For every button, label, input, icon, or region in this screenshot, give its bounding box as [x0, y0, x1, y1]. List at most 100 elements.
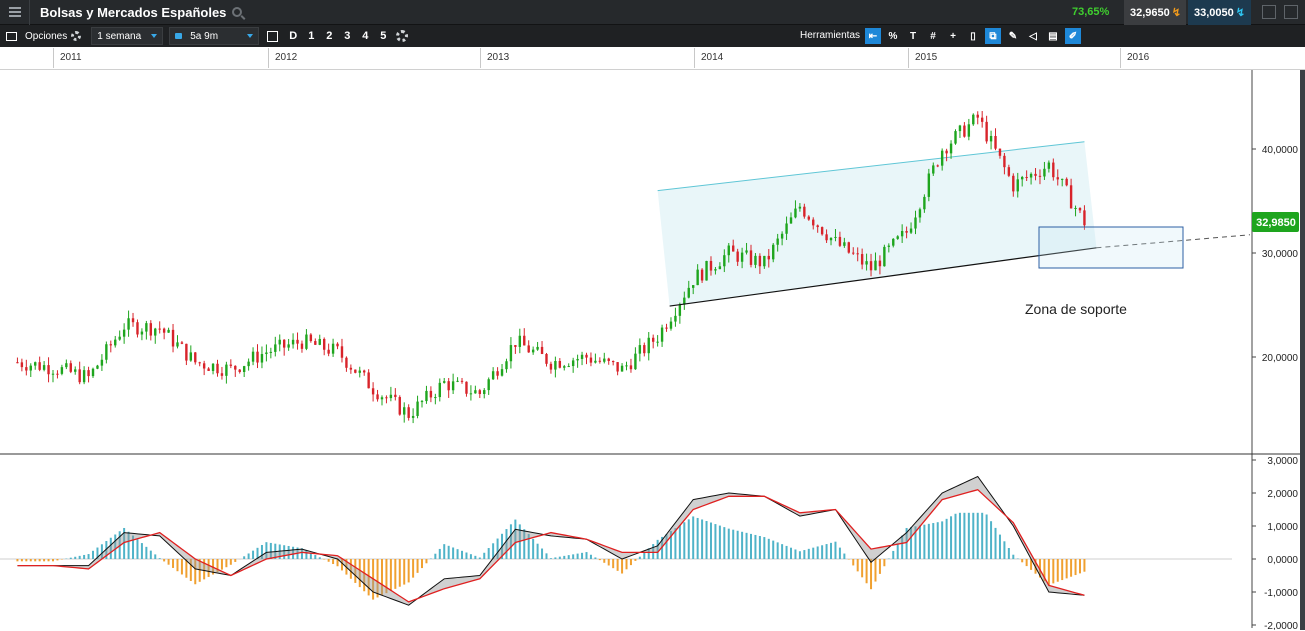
macd-y-tick-label: 3,0000 — [1267, 456, 1298, 467]
macd-histogram-bar — [1025, 559, 1028, 567]
candle-body — [211, 363, 215, 371]
macd-histogram-bar — [794, 549, 797, 559]
candle-body — [549, 363, 553, 370]
period-button-4[interactable]: 4 — [362, 30, 369, 42]
candle-body — [816, 225, 819, 228]
chevron-down-icon — [151, 34, 158, 38]
macd-histogram-bar — [434, 553, 437, 559]
period-button-5[interactable]: 5 — [380, 30, 387, 42]
sell-price-button[interactable]: 32,9650 ↯ — [1124, 0, 1186, 25]
macd-histogram-bar — [1078, 559, 1081, 574]
macd-histogram-bar — [976, 512, 979, 559]
candle-body — [247, 361, 250, 367]
macd-histogram-bar — [332, 559, 335, 565]
macd-histogram-bar — [558, 556, 561, 559]
hamburger-menu-icon[interactable] — [0, 0, 30, 25]
candle-body — [269, 351, 273, 353]
support-line-extension — [1096, 234, 1251, 249]
candle-body — [140, 331, 144, 335]
support-zone-label: Zona de soporte — [1025, 301, 1127, 317]
macd-histogram-bar — [927, 523, 930, 559]
macd-histogram-bar — [1070, 559, 1073, 577]
macd-histogram-bar — [701, 519, 704, 559]
macd-histogram-bar — [114, 534, 117, 559]
calendar-icon[interactable] — [267, 30, 279, 42]
candle-body — [611, 361, 615, 363]
fit-icon[interactable]: ⇤ — [865, 28, 881, 44]
macd-histogram-bar — [96, 547, 99, 559]
buy-price-button[interactable]: 33,0050 ↯ — [1188, 0, 1251, 25]
maximize-window-icon[interactable] — [1284, 5, 1298, 19]
percent-button[interactable]: % — [888, 30, 898, 42]
macd-histogram-bar — [127, 531, 130, 559]
candle-body — [954, 131, 957, 144]
candle-body — [69, 363, 72, 372]
eraser-icon[interactable]: ◁ — [1029, 30, 1037, 42]
macd-histogram-bar — [465, 552, 468, 559]
print-icon[interactable]: ▤ — [1048, 30, 1058, 42]
macd-histogram-bar — [669, 531, 672, 559]
candle-body — [82, 370, 86, 383]
period-button-1[interactable]: 1 — [308, 30, 315, 42]
chart-area[interactable]: 20,0000 30,0000 40,0000 Zona de soporte 32,9… — [0, 70, 1300, 630]
settings-gear-icon[interactable] — [396, 30, 409, 42]
macd-histogram-bar — [496, 538, 499, 559]
macd-histogram-bar — [252, 550, 255, 559]
candle-body — [669, 321, 673, 329]
right-scrollbar[interactable] — [1300, 70, 1305, 630]
candle-body — [598, 360, 602, 362]
candle-body — [531, 349, 535, 353]
crosshair-icon[interactable]: + — [950, 30, 956, 42]
macd-histogram-bar — [830, 542, 833, 559]
macd-histogram-bar — [167, 559, 170, 565]
detach-window-icon[interactable] — [1262, 5, 1276, 19]
search-icon[interactable] — [232, 7, 243, 17]
candle-body — [638, 345, 642, 354]
macd-histogram-bar — [994, 527, 997, 559]
range-select[interactable]: 5a 9m — [169, 27, 260, 45]
time-axis: 2011 2012 2013 2014 2015 2016 — [0, 48, 1305, 70]
candle-body — [198, 362, 201, 364]
period-button-2[interactable]: 2 — [326, 30, 333, 42]
macd-histogram-bar — [1030, 559, 1033, 570]
macd-histogram-bar — [576, 553, 579, 559]
options-button[interactable]: Opciones — [0, 25, 87, 47]
arrow-up-icon: ↯ — [1235, 7, 1245, 19]
macd-histogram-bar — [158, 558, 161, 559]
candle-body — [1065, 178, 1068, 186]
candle-body — [505, 361, 508, 370]
candle-body — [545, 353, 548, 364]
candle-body — [732, 245, 735, 252]
macd-histogram-bar — [394, 559, 397, 589]
candle-icon[interactable]: ▯ — [970, 30, 976, 42]
macd-histogram-bar — [34, 559, 37, 562]
edit-icon[interactable]: ✐ — [1065, 28, 1081, 44]
compare-icon[interactable]: ⧉ — [985, 28, 1001, 44]
interval-select[interactable]: 1 semana — [91, 27, 164, 45]
candle-body — [500, 369, 504, 376]
candle-body — [643, 345, 646, 354]
candle-body — [918, 209, 922, 218]
support-zone-box — [1038, 226, 1184, 269]
candle-body — [856, 253, 859, 255]
candle-body — [1025, 177, 1028, 179]
macd-histogram-bar — [220, 559, 223, 570]
candle-body — [932, 165, 935, 174]
candle-body — [923, 196, 926, 210]
candle-body — [634, 353, 637, 370]
drawing-icon[interactable]: ✎ — [1008, 30, 1018, 42]
candle-body — [162, 328, 166, 333]
macd-histogram-bar — [572, 554, 575, 559]
macd-signal-line — [17, 488, 1085, 603]
candle-body — [976, 114, 979, 118]
candle-body — [274, 344, 277, 352]
macd-histogram-bar — [914, 526, 917, 559]
candle-body — [145, 323, 148, 332]
text-tool-icon[interactable]: T — [909, 30, 917, 42]
period-button-3[interactable]: 3 — [344, 30, 351, 42]
candle-body — [131, 318, 135, 323]
candle-body — [74, 369, 77, 372]
period-button-d[interactable]: D — [289, 30, 298, 42]
candle-body — [687, 287, 690, 298]
grid-icon[interactable]: # — [930, 30, 936, 42]
